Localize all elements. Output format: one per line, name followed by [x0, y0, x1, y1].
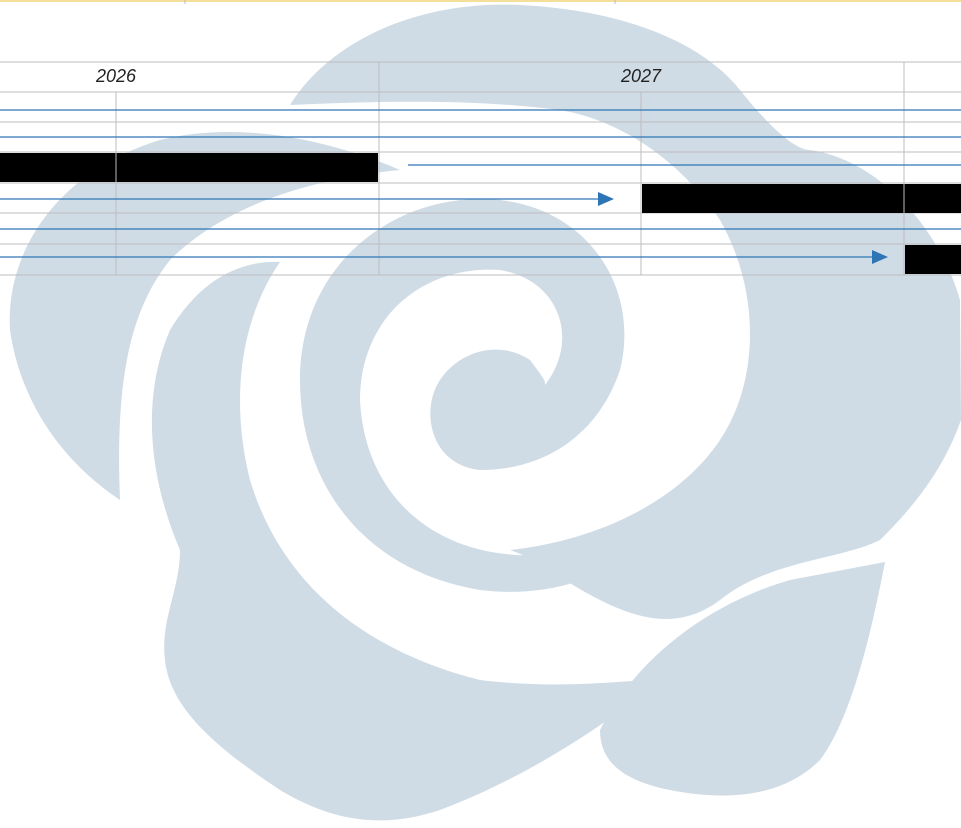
sheet: 2026 2027 — [0, 0, 961, 828]
gantt-bar — [905, 245, 961, 274]
gantt-bar — [0, 153, 378, 182]
page: 2026 2027 (() => { const data = JSON.par… — [0, 0, 961, 828]
top-border — [0, 0, 961, 4]
border — [0, 0, 961, 2]
year-label: 2027 — [620, 66, 662, 86]
year-label: 2026 — [95, 66, 137, 86]
gantt-bar — [642, 184, 961, 213]
watermark — [10, 5, 961, 821]
arrow-head — [598, 192, 614, 206]
